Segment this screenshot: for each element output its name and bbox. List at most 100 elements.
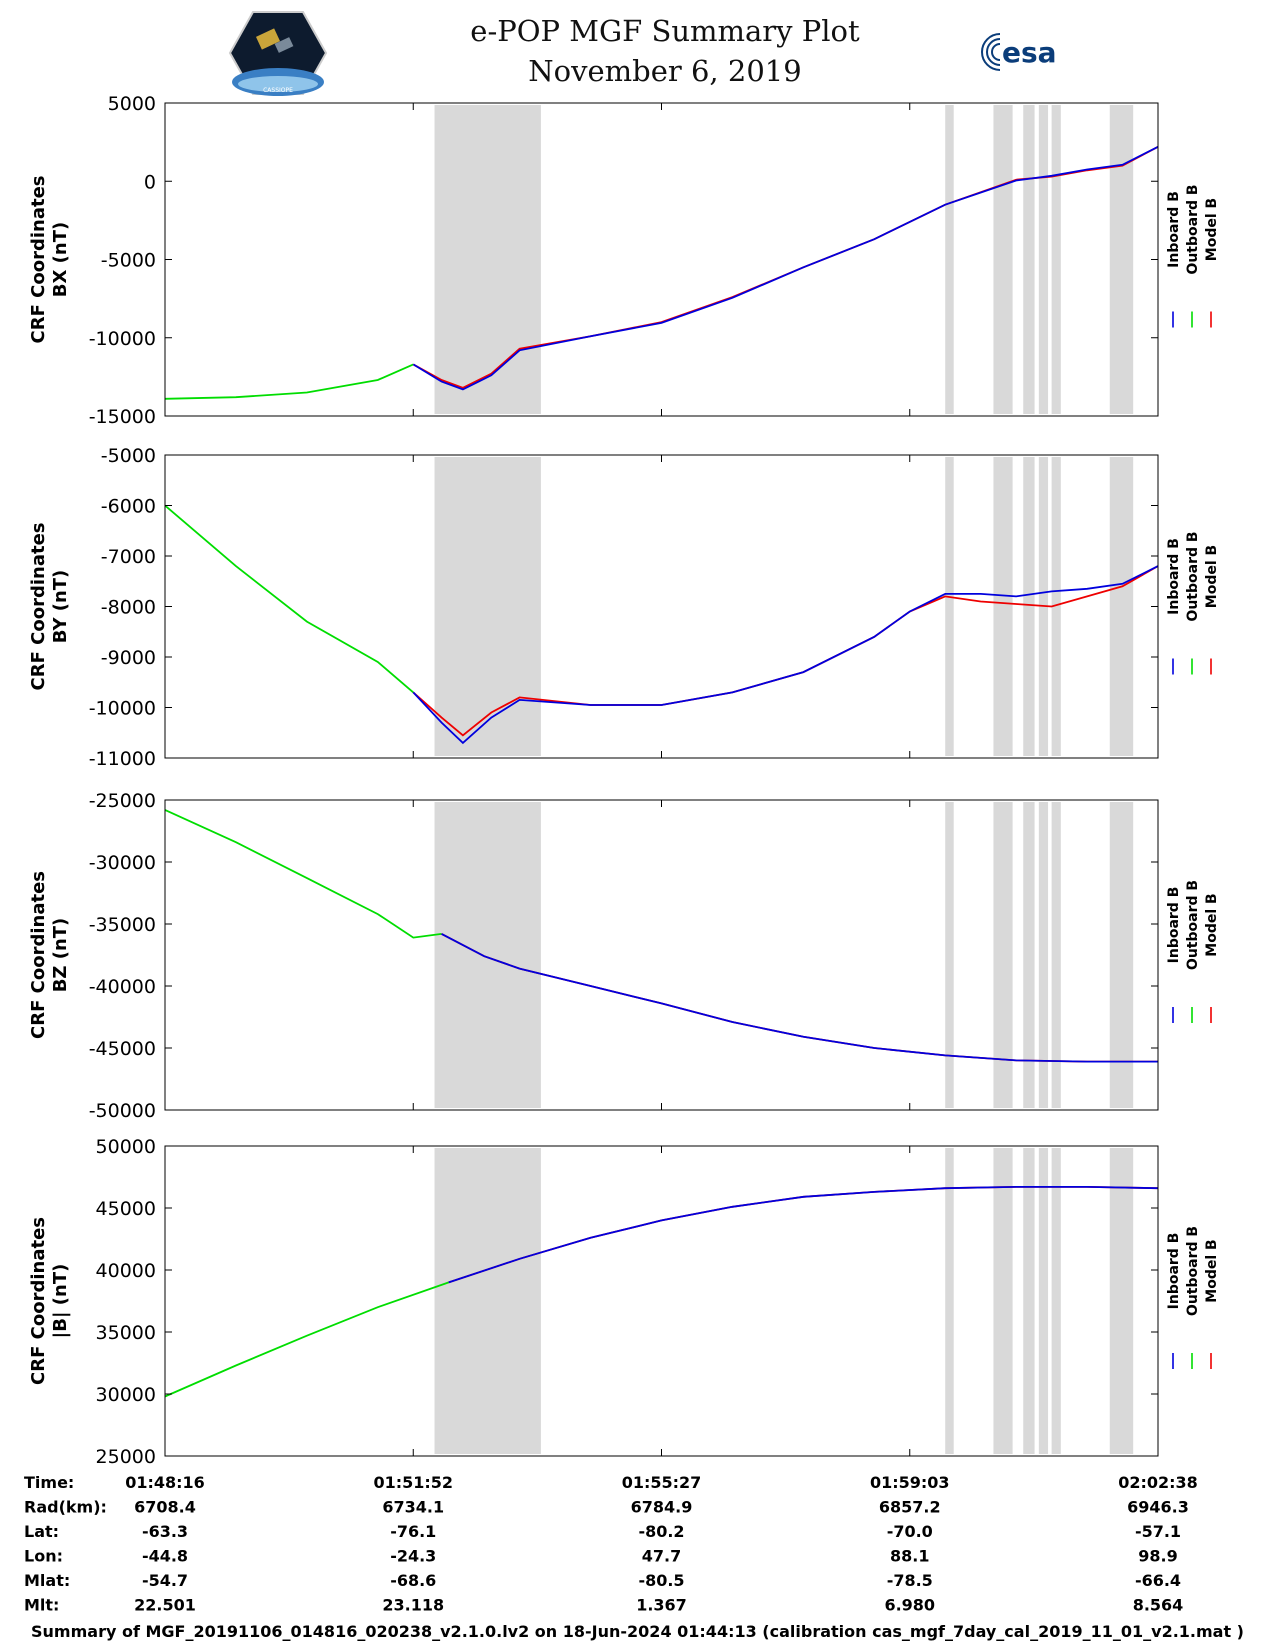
legend-label: Outboard B bbox=[1185, 1226, 1201, 1316]
shaded-interval bbox=[1023, 802, 1035, 1108]
series-line-outboard-b bbox=[164, 363, 414, 400]
esa-logo-text: esa bbox=[1002, 36, 1057, 69]
chart-panel-2: -5000 -6000 -7000 -8000 -9000 -10000 -11000 CRF… bbox=[28, 445, 1220, 770]
ephemeris-value: 6.980 bbox=[884, 1596, 935, 1615]
y-tick-label: -10000 bbox=[89, 328, 156, 350]
ephemeris-value: 47.7 bbox=[642, 1547, 681, 1566]
esa-logo: esa bbox=[981, 33, 1057, 71]
y-tick-label: -15000 bbox=[89, 406, 156, 428]
ephemeris-row-label: Lon: bbox=[24, 1547, 63, 1566]
shaded-interval bbox=[993, 802, 1013, 1108]
y-axis-label-line2: BX (nT) bbox=[50, 222, 71, 297]
shaded-interval bbox=[1038, 802, 1049, 1108]
ephemeris-value: 22.501 bbox=[134, 1596, 196, 1615]
ephemeris-value: -66.4 bbox=[1135, 1571, 1181, 1590]
ephemeris-row-label: Rad(km): bbox=[24, 1498, 107, 1517]
shaded-interval bbox=[434, 105, 541, 414]
shaded-interval bbox=[1023, 1148, 1035, 1454]
legend-label: Model B bbox=[1204, 893, 1220, 956]
ephemeris-value: -57.1 bbox=[1135, 1522, 1181, 1541]
ephemeris-value: 88.1 bbox=[890, 1547, 929, 1566]
shaded-interval bbox=[1109, 457, 1134, 756]
shaded-interval bbox=[1038, 1148, 1049, 1454]
series-line-inboard-b bbox=[441, 933, 1158, 1063]
ephemeris-value: -63.3 bbox=[142, 1522, 188, 1541]
y-tick-label: -10000 bbox=[89, 698, 156, 720]
ephemeris-value: 01:48:16 bbox=[125, 1473, 205, 1492]
y-tick-label: -9000 bbox=[101, 647, 156, 669]
y-tick-label: -50000 bbox=[89, 1100, 156, 1122]
y-tick-label: -5000 bbox=[101, 445, 156, 467]
ephemeris-value: 02:02:38 bbox=[1118, 1473, 1198, 1492]
y-axis-label-line1: CRF Coordinates bbox=[28, 1217, 49, 1385]
series-line-inboard-b bbox=[412, 145, 1159, 391]
shaded-interval bbox=[945, 1148, 954, 1454]
summary-footer: Summary of MGF_20191106_014816_020238_v2… bbox=[31, 1622, 1244, 1641]
shaded-interval bbox=[945, 105, 954, 414]
y-axis-label-line2: BY (nT) bbox=[50, 570, 71, 644]
y-tick-label: -8000 bbox=[101, 597, 156, 619]
y-tick-label: 25000 bbox=[96, 1446, 156, 1468]
series-line-outboard-b bbox=[164, 809, 442, 939]
ephemeris-value: -70.0 bbox=[887, 1522, 933, 1541]
y-axis-label: CRF CoordinatesBX (nT) bbox=[28, 176, 71, 344]
shaded-interval bbox=[945, 802, 954, 1108]
ephemeris-value: -68.6 bbox=[390, 1571, 436, 1590]
y-tick-label: -11000 bbox=[89, 748, 156, 770]
series-line-outboard-b bbox=[164, 504, 414, 694]
series-line-outboard-b bbox=[164, 1281, 449, 1398]
ephemeris-value: 6784.9 bbox=[631, 1498, 693, 1517]
y-tick-label: 5000 bbox=[108, 93, 156, 115]
series-line-model-b bbox=[448, 1186, 1159, 1284]
shaded-interval bbox=[434, 1148, 541, 1454]
y-tick-label: 35000 bbox=[96, 1322, 156, 1344]
y-tick-label: -30000 bbox=[89, 852, 156, 874]
ephemeris-value: 23.118 bbox=[382, 1596, 444, 1615]
shaded-interval bbox=[434, 457, 541, 756]
y-tick-label: 0 bbox=[144, 171, 156, 193]
shaded-interval bbox=[434, 802, 541, 1108]
ephemeris-row-label: Lat: bbox=[24, 1522, 59, 1541]
shaded-interval bbox=[1023, 105, 1035, 414]
y-tick-label: -6000 bbox=[101, 496, 156, 518]
shaded-interval bbox=[1023, 457, 1035, 756]
ephemeris-value: -78.5 bbox=[887, 1571, 933, 1590]
y-tick-label: 30000 bbox=[96, 1384, 156, 1406]
legend-label: Inboard B bbox=[1166, 887, 1182, 964]
ephemeris-value: 6946.3 bbox=[1127, 1498, 1189, 1517]
y-tick-label: -5000 bbox=[101, 250, 156, 272]
y-axis-label-line2: |B| (nT) bbox=[50, 1264, 71, 1339]
series-line-inboard-b bbox=[448, 1186, 1159, 1284]
shaded-interval bbox=[1051, 105, 1061, 414]
shaded-interval bbox=[1051, 802, 1061, 1108]
chart-panel-1: 5000 0 -5000 -10000 -15000 CRF CoordinatesBX … bbox=[28, 93, 1220, 428]
shaded-interval bbox=[1109, 105, 1134, 414]
ephemeris-value: 01:59:03 bbox=[870, 1473, 950, 1492]
y-tick-label: -7000 bbox=[101, 546, 156, 568]
plot-date: November 6, 2019 bbox=[528, 54, 802, 88]
ephemeris-value: -24.3 bbox=[390, 1547, 436, 1566]
plot-title: e-POP MGF Summary Plot bbox=[470, 14, 860, 48]
legend-label: Model B bbox=[1204, 545, 1220, 608]
ephemeris-value: -44.8 bbox=[142, 1547, 188, 1566]
legend-label: Outboard B bbox=[1185, 184, 1201, 274]
legend-label: Outboard B bbox=[1185, 880, 1201, 970]
shaded-interval bbox=[993, 105, 1013, 414]
y-axis-label-line1: CRF Coordinates bbox=[28, 176, 49, 344]
y-tick-label: -35000 bbox=[89, 914, 156, 936]
ephemeris-value: 6857.2 bbox=[879, 1498, 941, 1517]
y-tick-label: -45000 bbox=[89, 1038, 156, 1060]
ephemeris-value: -76.1 bbox=[390, 1522, 436, 1541]
shaded-interval bbox=[945, 457, 954, 756]
y-axis-label-line2: BZ (nT) bbox=[50, 918, 71, 993]
legend-label: Inboard B bbox=[1166, 191, 1182, 268]
ephemeris-value: 1.367 bbox=[636, 1596, 687, 1615]
y-axis-label-line1: CRF Coordinates bbox=[28, 523, 49, 691]
cassiope-mission-logo: CASSIOPE bbox=[228, 11, 328, 96]
legend-label: Model B bbox=[1204, 1239, 1220, 1302]
shaded-interval bbox=[993, 457, 1013, 756]
legend-label: Inboard B bbox=[1166, 538, 1182, 615]
ephemeris-value: 6734.1 bbox=[382, 1498, 444, 1517]
ephemeris-value: -54.7 bbox=[142, 1571, 188, 1590]
